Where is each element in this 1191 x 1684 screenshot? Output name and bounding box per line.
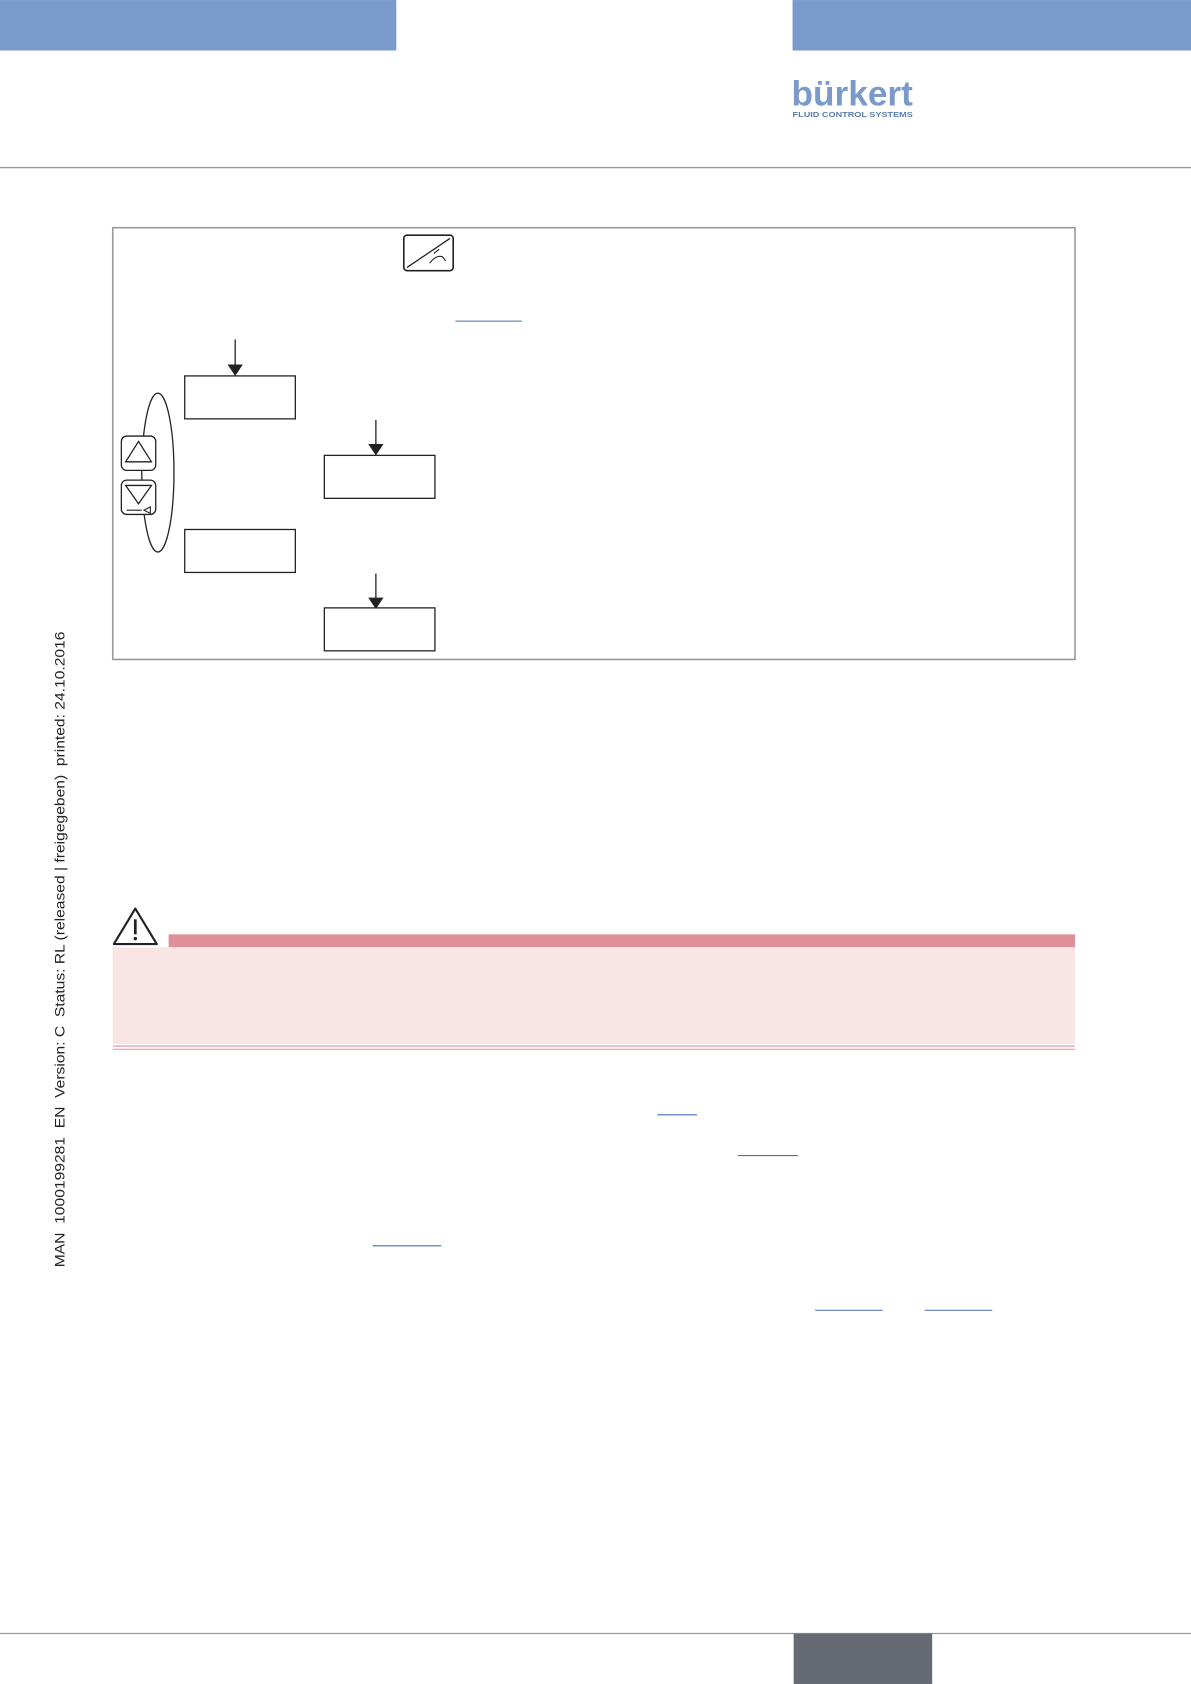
figure-frame (111, 226, 1076, 661)
side-note: MAN 1000199281 EN Version: C Status: RL … (51, 631, 67, 1267)
warning-icon (112, 907, 158, 946)
header-bar (0, 0, 397, 51)
logo: bürkert (791, 73, 913, 113)
mode-icon (402, 234, 455, 272)
link-underlines (372, 1114, 993, 1311)
warning-box (112, 947, 1076, 1044)
header-bar (792, 0, 1191, 51)
warning-band (168, 934, 1076, 948)
logo-tagline: FLUID CONTROL SYSTEMS (793, 110, 913, 119)
flow-diagram (120, 339, 436, 652)
footer-tab (793, 1633, 933, 1684)
